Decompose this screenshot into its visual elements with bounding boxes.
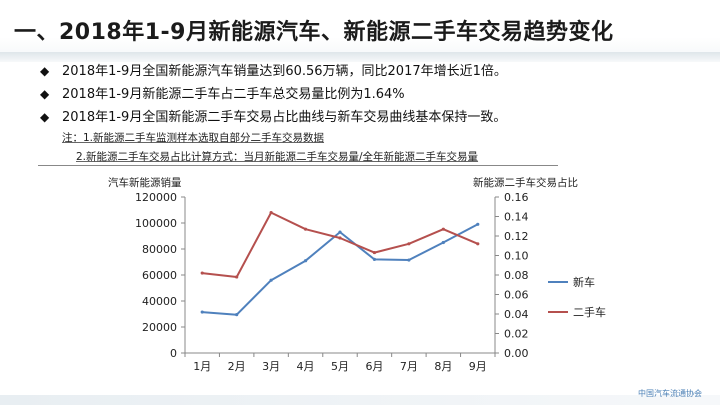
- data-point: [235, 313, 239, 317]
- diamond-bullet-icon: ◆: [40, 64, 50, 78]
- data-point: [200, 271, 204, 275]
- y-left-tick-label: 40000: [142, 295, 177, 308]
- x-tick-label: 1月: [193, 360, 211, 373]
- x-tick-label: 7月: [400, 360, 418, 373]
- data-point: [372, 250, 377, 255]
- y-right-tick-label: 0.10: [504, 250, 529, 263]
- y-left-tick-label: 80000: [142, 243, 177, 256]
- footer-logo: 中国汽车流通协会: [638, 389, 702, 398]
- trend-chart: 汽车新能源销量 新能源二手车交易占比 0 20000 40000 60000 80000 10…: [108, 176, 606, 373]
- bullet-list: ◆ 2018年1-9月全国新能源汽车销量达到60.56万辆，同比2017年增长近…: [40, 60, 507, 129]
- y-right-tick-label: 0.06: [504, 289, 529, 302]
- y-left-tick-label: 120000: [135, 191, 177, 204]
- diamond-bullet-icon: ◆: [40, 87, 50, 101]
- y-axis-left-title: 汽车新能源销量: [108, 176, 182, 189]
- diamond-bullet-icon: ◆: [40, 110, 50, 124]
- data-point: [476, 242, 480, 246]
- y-axis-right-title: 新能源二手车交易占比: [473, 176, 578, 189]
- y-right-tick-label: 0.08: [504, 269, 529, 282]
- x-tick-label: 5月: [331, 360, 349, 373]
- y-left-tick-label: 60000: [142, 269, 177, 282]
- y-right-tick-label: 0.00: [504, 347, 529, 360]
- x-tick-label: 3月: [262, 360, 280, 373]
- x-tick-label: 9月: [469, 360, 487, 373]
- x-tick-label: 6月: [365, 360, 383, 373]
- data-point: [407, 242, 411, 246]
- x-tick-label: 2月: [228, 360, 246, 373]
- data-point: [441, 227, 445, 231]
- bullet-item: ◆ 2018年1-9月全国新能源二手车交易占比曲线与新车交易曲线基本保持一致。: [40, 106, 507, 129]
- bullet-item: ◆ 2018年1-9月全国新能源汽车销量达到60.56万辆，同比2017年增长近…: [40, 60, 507, 83]
- bullet-item: ◆ 2018年1-9月新能源二手车占二手车总交易量比例为1.64%: [40, 83, 507, 106]
- data-point: [372, 257, 377, 261]
- page-title: 一、2018年1-9月新能源汽车、新能源二手车交易趋势变化: [14, 20, 614, 45]
- bullet-text: 2018年1-9月新能源二手车占二手车总交易量比例为1.64%: [62, 87, 405, 102]
- y-right-tick-label: 0.12: [504, 230, 529, 243]
- title-divider: [0, 52, 720, 62]
- data-point: [476, 222, 480, 226]
- note-line-1: 注：1.新能源二手车监测样本选取自部分二手车交易数据: [62, 132, 325, 144]
- y-left-tick-label: 100000: [135, 217, 177, 230]
- bullet-text: 2018年1-9月全国新能源二手车交易占比曲线与新车交易曲线基本保持一致。: [62, 110, 507, 125]
- note-line-2: 2.新能源二手车交易占比计算方式：当月新能源二手车交易量/全年新能源二手车交易量: [76, 151, 479, 163]
- data-point: [338, 236, 342, 240]
- data-point: [338, 230, 342, 234]
- y-right-tick-label: 0.02: [504, 328, 529, 341]
- data-point: [269, 278, 273, 282]
- data-point: [235, 275, 239, 279]
- legend-label: 新车: [573, 275, 595, 289]
- x-tick-label: 8月: [434, 360, 452, 373]
- title-band: [0, 0, 720, 62]
- data-point: [269, 211, 273, 215]
- data-point: [441, 240, 445, 245]
- legend-label: 二手车: [573, 305, 606, 319]
- data-point: [407, 258, 411, 262]
- series-line-used-car: [202, 211, 479, 278]
- y-right-tick-label: 0.04: [504, 308, 529, 321]
- footer-bar: [0, 395, 720, 405]
- y-right-tick-label: 0.16: [504, 191, 529, 204]
- y-left-tick-label: 20000: [142, 321, 177, 334]
- bullet-text: 2018年1-9月全国新能源汽车销量达到60.56万辆，同比2017年增长近1倍…: [62, 64, 507, 79]
- y-left-tick-label: 0: [170, 347, 177, 360]
- x-tick-label: 4月: [297, 360, 315, 373]
- chart-data-layer: 汽车新能源销量 新能源二手车交易占比 0 20000 40000 60000 80000 10…: [108, 176, 606, 373]
- data-point: [303, 259, 308, 263]
- y-right-tick-label: 0.14: [504, 211, 529, 224]
- data-point: [303, 227, 308, 231]
- data-point: [200, 310, 204, 314]
- note-divider: [38, 165, 558, 166]
